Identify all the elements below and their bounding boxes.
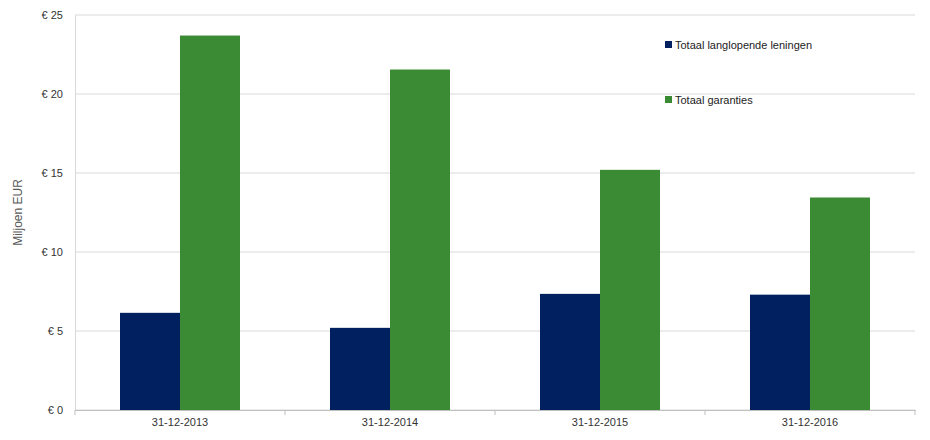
y-tick: € 25 — [42, 9, 75, 21]
plot: € 0€ 5€ 10€ 15€ 20€ 2531-12-201331-12-20… — [42, 9, 916, 428]
x-separator — [915, 410, 916, 415]
bar — [810, 197, 870, 410]
bar — [330, 328, 390, 410]
x-tick: 31-12-2013 — [152, 410, 208, 428]
x-tick-label: 31-12-2016 — [782, 416, 838, 428]
y-axis: € 0 € 5 € 10 € 15 € 20 € 25 — [42, 9, 76, 416]
bar — [180, 36, 240, 410]
y-tick: € 15 — [42, 167, 75, 179]
legend-label: Totaal langlopende leningen — [675, 39, 812, 51]
bar — [540, 294, 600, 410]
legend-item: Totaal langlopende leningen — [665, 39, 812, 51]
x-tick-label: 31-12-2014 — [362, 416, 418, 428]
x-separator — [495, 410, 496, 415]
x-separator — [75, 410, 76, 415]
bar-series — [180, 36, 870, 410]
legend: Totaal langlopende leningen Totaal garant… — [665, 39, 812, 106]
x-tick-label: 31-12-2015 — [572, 416, 628, 428]
y-tick: € 0 — [48, 404, 75, 416]
y-axis-title: Miljoen EUR — [11, 179, 25, 246]
grid-line — [75, 15, 915, 16]
legend-item: Totaal garanties — [665, 94, 753, 106]
x-tick: 31-12-2015 — [572, 410, 628, 428]
y-tick: € 20 — [42, 88, 75, 100]
y-tick-label: € 15 — [42, 167, 63, 179]
legend-swatch — [665, 41, 672, 48]
y-tick-label: € 5 — [48, 325, 63, 337]
legend-label: Totaal garanties — [675, 94, 753, 106]
bar — [750, 295, 810, 410]
x-separator — [285, 410, 286, 415]
y-axis-line — [75, 16, 76, 411]
y-tick: € 5 — [48, 325, 75, 337]
y-tick-label: € 10 — [42, 246, 63, 258]
bar — [120, 313, 180, 410]
bar — [600, 170, 660, 410]
x-axis: 31-12-2013 31-12-2014 31-12-2015 31-12-2016 — [75, 410, 916, 428]
chart: € 0€ 5€ 10€ 15€ 20€ 2531-12-201331-12-20… — [0, 0, 930, 440]
y-tick-label: € 0 — [48, 404, 63, 416]
y-tick-label: € 25 — [42, 9, 63, 21]
x-tick: 31-12-2014 — [362, 410, 418, 428]
x-separator — [705, 410, 706, 415]
y-tick-label: € 20 — [42, 88, 63, 100]
x-tick-label: 31-12-2013 — [152, 416, 208, 428]
bars — [120, 36, 870, 410]
legend-swatch — [665, 96, 672, 103]
bar — [390, 70, 450, 410]
y-tick: € 10 — [42, 246, 75, 258]
x-tick: 31-12-2016 — [782, 410, 838, 428]
grid — [75, 15, 915, 410]
x-separators — [75, 410, 915, 415]
